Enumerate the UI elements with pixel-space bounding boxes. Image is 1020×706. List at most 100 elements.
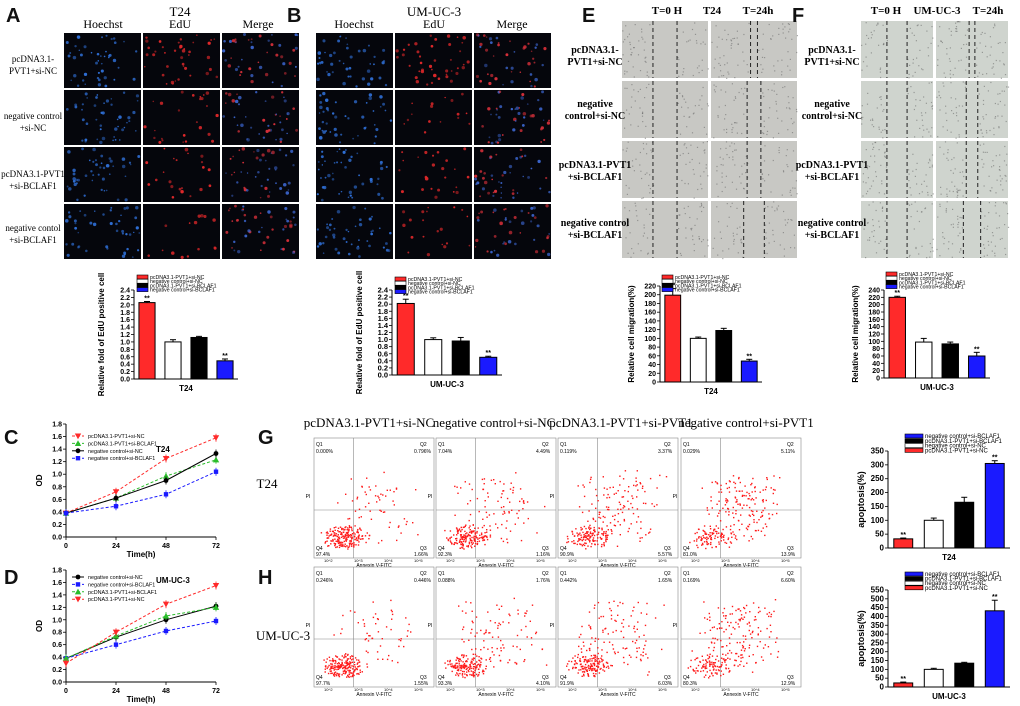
event-dot (583, 658, 586, 661)
cell-dot (361, 115, 365, 119)
cell-dot (180, 90, 184, 94)
event-dot (347, 653, 349, 656)
cell-speck (939, 255, 941, 257)
cell-speck (940, 186, 942, 188)
legend-swatch (394, 280, 407, 286)
event-dot (351, 545, 353, 547)
event-dot (359, 665, 361, 667)
cell-speck (692, 169, 694, 171)
event-dot (577, 540, 579, 543)
event-dot (743, 650, 746, 652)
panel-letter-b: B (287, 5, 301, 27)
event-dot (491, 636, 494, 638)
event-dot (743, 616, 746, 618)
event-dot (602, 629, 604, 631)
cell-speck (775, 103, 777, 105)
cell-speck (724, 118, 726, 120)
cell-dot (319, 61, 322, 64)
cell-speck (711, 41, 713, 43)
event-dot (342, 537, 345, 539)
cell-speck (869, 188, 871, 190)
cell-speck (687, 205, 689, 208)
event-dot (472, 659, 475, 661)
event-dot (345, 533, 347, 536)
micrograph-image (143, 147, 220, 202)
event-dot (326, 534, 328, 536)
event-dot (493, 666, 495, 668)
event-dot (610, 529, 612, 531)
event-dot (703, 601, 705, 603)
event-dot (596, 540, 598, 542)
event-dot (720, 670, 722, 672)
cell-dot (275, 53, 279, 57)
y-tick-label: 0 (880, 683, 885, 692)
event-dot (472, 663, 474, 666)
cell-dot (320, 155, 324, 159)
cell-speck (956, 21, 958, 23)
cell-dot (496, 108, 498, 111)
event-dot (357, 666, 359, 668)
cell-speck (948, 241, 950, 243)
event-dot (729, 613, 731, 615)
cell-speck (865, 182, 867, 184)
cell-speck (982, 103, 985, 105)
event-dot (353, 661, 356, 663)
cell-speck (909, 187, 911, 189)
event-dot (745, 612, 747, 614)
y-tick-label: 1.0 (120, 339, 130, 346)
event-dot (460, 487, 462, 489)
event-dot (732, 506, 734, 509)
cell-dot (262, 241, 266, 245)
event-dot (743, 504, 745, 506)
event-dot (368, 635, 370, 637)
cell-dot (411, 102, 413, 105)
cell-dot (205, 104, 209, 108)
event-dot (762, 489, 764, 491)
event-dot (499, 623, 502, 626)
cell-speck (721, 38, 723, 40)
event-dot (498, 608, 500, 610)
event-dot (710, 641, 713, 643)
cell-dot (539, 187, 542, 190)
cell-dot (108, 53, 112, 57)
cell-speck (880, 98, 882, 100)
event-dot (475, 648, 477, 650)
event-dot (476, 664, 479, 666)
cell-dot (376, 183, 379, 186)
cell-dot (74, 44, 77, 48)
event-dot (727, 657, 729, 659)
event-dot (592, 657, 595, 659)
event-dot (395, 488, 398, 490)
event-dot (594, 658, 596, 661)
cell-dot (259, 212, 262, 215)
event-dot (474, 666, 477, 669)
event-dot (391, 660, 393, 662)
event-dot (474, 653, 477, 656)
cell-speck (879, 202, 881, 204)
event-dot (725, 628, 727, 631)
cell-speck (718, 106, 720, 108)
cell-speck (947, 159, 949, 161)
cell-dot (507, 239, 512, 244)
event-dot (482, 518, 484, 520)
event-dot (574, 660, 576, 662)
event-dot (383, 471, 385, 474)
event-dot (576, 662, 578, 665)
event-dot (709, 525, 711, 527)
event-dot (633, 606, 635, 608)
cell-dot (368, 244, 371, 248)
bar (451, 340, 470, 376)
event-dot (590, 628, 592, 630)
cell-dot (237, 249, 241, 254)
cell-dot (119, 139, 121, 141)
cell-speck (945, 209, 947, 211)
cell-speck (923, 180, 925, 182)
cell-speck (962, 81, 964, 83)
event-dot (615, 629, 617, 632)
event-dot (330, 533, 333, 535)
cell-speck (715, 25, 717, 27)
cell-speck (959, 232, 961, 234)
cell-speck (696, 218, 698, 220)
event-dot (630, 615, 632, 617)
